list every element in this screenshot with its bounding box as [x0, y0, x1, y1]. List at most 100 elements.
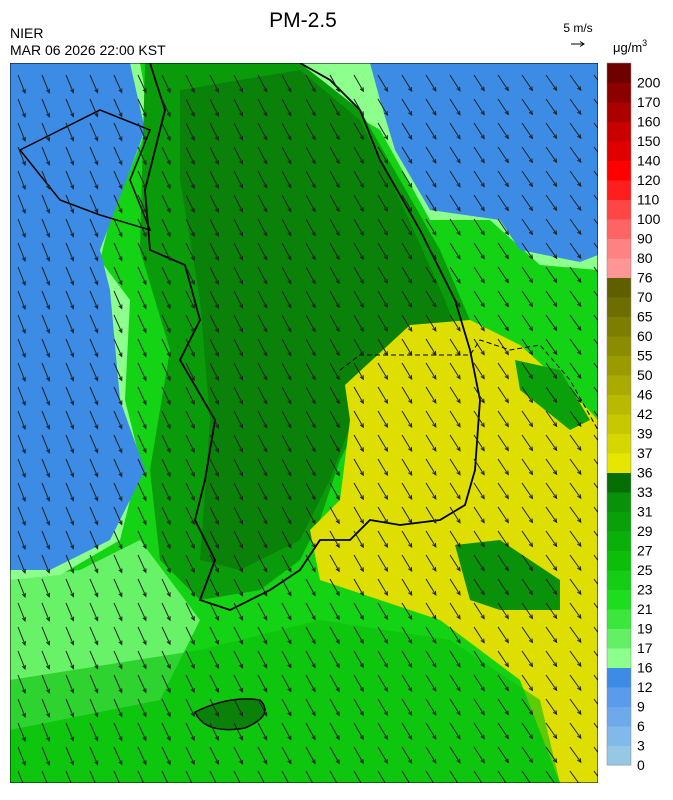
wind-arrow: [257, 626, 268, 645]
wind-arrow: [233, 674, 244, 693]
wind-arrow: [233, 698, 244, 717]
wind-arrow: [185, 290, 195, 310]
wind-arrow: [545, 722, 558, 740]
colorbar-segment: [607, 531, 631, 551]
wind-arrow: [377, 602, 389, 621]
wind-arrow: [449, 530, 461, 548]
wind-arrow: [233, 122, 244, 141]
wind-arrow: [377, 194, 389, 213]
wind-arrow: [233, 338, 244, 357]
wind-arrow: [209, 242, 219, 261]
wind-arrow: [569, 122, 582, 140]
colorbar-segment: [607, 199, 631, 220]
wind-arrow: [377, 674, 389, 693]
wind-arrow: [41, 770, 48, 783]
wind-arrow: [545, 674, 558, 692]
wind-arrow: [497, 122, 509, 140]
wind-arrow: [185, 434, 195, 454]
wind-arrow: [161, 146, 171, 166]
wind-arrow: [401, 698, 413, 716]
colorbar-label: 70: [637, 289, 653, 305]
wind-arrow: [377, 362, 389, 381]
wind-arrow: [593, 650, 598, 658]
wind-arrow: [257, 74, 268, 93]
wind-arrow: [257, 482, 268, 501]
wind-arrow: [497, 314, 509, 332]
wind-arrow: [449, 218, 461, 236]
wind-arrow: [209, 338, 219, 357]
wind-arrow: [281, 218, 292, 237]
wind-arrow: [425, 458, 437, 476]
wind-arrow: [65, 410, 75, 430]
wind-arrow: [281, 194, 292, 213]
wind-arrow: [89, 338, 99, 358]
wind-arrow: [425, 746, 437, 764]
wind-arrow: [425, 266, 437, 284]
wind-arrow: [425, 218, 437, 236]
wind-arrow: [473, 458, 485, 476]
wind-arrow: [473, 674, 485, 692]
wind-arrow: [17, 338, 26, 358]
wind-arrow: [89, 506, 99, 526]
wind-arrow: [569, 74, 582, 92]
colorbar-segment: [607, 589, 631, 610]
wind-arrow: [17, 194, 26, 214]
wind-arrow: [137, 98, 147, 118]
wind-arrow: [137, 122, 147, 142]
wind-arrow: [305, 530, 316, 549]
wind-arrow: [209, 770, 217, 783]
wind-arrow: [257, 746, 268, 765]
wind-arrow: [449, 314, 461, 332]
wind-arrow: [305, 362, 316, 381]
wind-arrow: [161, 266, 171, 286]
wind-arrow: [17, 554, 26, 574]
wind-arrow: [17, 146, 26, 166]
wind-arrow: [569, 722, 582, 740]
wind-arrow: [185, 314, 195, 334]
wind-arrow: [281, 314, 292, 333]
wind-arrow: [329, 386, 340, 405]
wind-arrow: [161, 314, 171, 334]
wind-arrow: [161, 554, 171, 574]
wind-arrow: [161, 122, 171, 142]
wind-arrow: [41, 386, 51, 406]
wind-arrow: [425, 770, 436, 783]
wind-arrow: [497, 410, 509, 428]
wind-arrow: [41, 242, 51, 262]
wind-arrow: [401, 650, 413, 668]
wind-arrow: [89, 626, 99, 646]
wind-arrow: [593, 722, 598, 730]
wind-arrow: [137, 506, 147, 526]
wind-arrow: [233, 74, 244, 93]
wind-arrow: [473, 74, 485, 92]
colorbar-segment: [607, 726, 631, 746]
wind-arrow: [113, 170, 123, 190]
wind-arrow: [185, 746, 195, 766]
wind-arrow: [161, 386, 171, 406]
colorbar-segment: [607, 628, 631, 649]
wind-arrow: [569, 338, 582, 356]
wind-arrow: [185, 674, 195, 694]
colorbar-label: 36: [637, 465, 653, 481]
wind-arrow: [185, 554, 195, 574]
colorbar-label: 46: [637, 387, 653, 403]
colorbar-label: 0: [637, 757, 645, 773]
colorbar-label: 42: [637, 406, 653, 422]
wind-arrow: [377, 386, 389, 405]
wind-arrow: [233, 170, 244, 189]
wind-arrow: [305, 578, 316, 597]
wind-arrow: [185, 266, 195, 286]
wind-arrow: [89, 746, 99, 766]
wind-arrow: [497, 722, 509, 740]
wind-arrow: [137, 626, 147, 646]
wind-arrow: [329, 626, 340, 645]
wind-arrow: [41, 338, 51, 358]
wind-arrow: [569, 698, 582, 716]
wind-arrow: [497, 650, 509, 668]
wind-arrow: [401, 482, 413, 500]
wind-arrow: [521, 458, 534, 476]
wind-arrow: [569, 626, 582, 644]
wind-arrow: [257, 170, 268, 189]
wind-arrow: [305, 194, 316, 213]
wind-arrow: [137, 770, 145, 783]
